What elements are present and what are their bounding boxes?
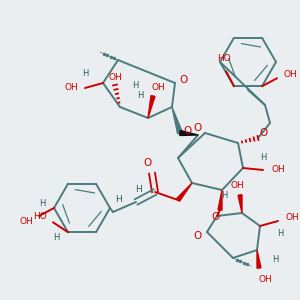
Text: H: H: [272, 256, 278, 265]
Text: OH: OH: [285, 214, 299, 223]
Text: H: H: [260, 154, 266, 163]
Text: O: O: [211, 212, 219, 222]
Text: H: H: [53, 233, 59, 242]
Polygon shape: [238, 195, 242, 213]
Text: H: H: [136, 185, 142, 194]
Text: H: H: [277, 230, 283, 238]
Text: H: H: [115, 196, 122, 205]
Text: O: O: [179, 75, 187, 85]
Polygon shape: [176, 183, 192, 201]
Polygon shape: [257, 250, 261, 268]
Text: OH: OH: [151, 83, 165, 92]
Text: H: H: [82, 68, 88, 77]
Text: OH: OH: [108, 73, 122, 82]
Text: O: O: [259, 128, 267, 138]
Text: OH: OH: [230, 181, 244, 190]
Text: OH: OH: [19, 218, 33, 226]
Text: HO: HO: [217, 54, 231, 63]
Polygon shape: [180, 130, 198, 136]
Text: H: H: [137, 92, 143, 100]
Text: OH: OH: [271, 166, 285, 175]
Text: O: O: [184, 126, 192, 136]
Text: OH: OH: [283, 70, 297, 79]
Text: O: O: [143, 158, 151, 168]
Polygon shape: [218, 190, 222, 210]
Text: OH: OH: [64, 83, 78, 92]
Text: HO: HO: [33, 212, 47, 221]
Text: H: H: [132, 80, 138, 89]
Text: H: H: [39, 199, 45, 208]
Text: OH: OH: [258, 275, 272, 284]
Text: O: O: [193, 231, 201, 241]
Text: H: H: [221, 190, 227, 200]
Text: O: O: [193, 123, 201, 133]
Polygon shape: [148, 96, 155, 118]
Polygon shape: [172, 107, 182, 134]
